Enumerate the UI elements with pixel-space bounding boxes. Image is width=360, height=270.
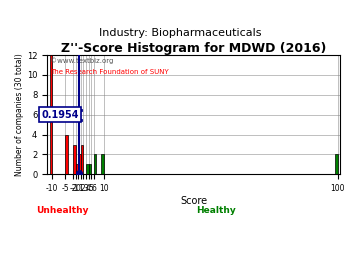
Y-axis label: Number of companies (30 total): Number of companies (30 total) xyxy=(15,53,24,176)
Bar xyxy=(73,144,76,174)
Text: Industry: Biopharmaceuticals: Industry: Biopharmaceuticals xyxy=(99,28,261,38)
Bar xyxy=(94,154,96,174)
Bar xyxy=(102,154,104,174)
Text: Healthy: Healthy xyxy=(196,206,235,215)
Text: Unhealthy: Unhealthy xyxy=(36,206,89,215)
Text: The Research Foundation of SUNY: The Research Foundation of SUNY xyxy=(50,69,169,75)
Bar xyxy=(81,144,83,174)
Bar xyxy=(86,164,89,174)
Bar xyxy=(335,154,338,174)
Bar xyxy=(89,164,91,174)
Bar xyxy=(50,55,52,174)
Bar xyxy=(65,134,68,174)
Text: 0.1954: 0.1954 xyxy=(41,110,78,120)
Bar xyxy=(78,154,81,174)
X-axis label: Score: Score xyxy=(180,196,207,206)
Bar xyxy=(76,164,78,174)
Text: ©www.textbiz.org: ©www.textbiz.org xyxy=(50,58,113,64)
Title: Z''-Score Histogram for MDWD (2016): Z''-Score Histogram for MDWD (2016) xyxy=(61,42,326,55)
